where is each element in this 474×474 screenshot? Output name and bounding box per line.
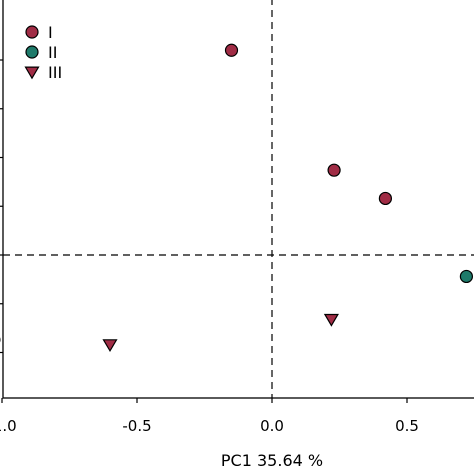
reference-lines [3, 0, 474, 398]
x-tick-label: -1.0 [0, 417, 17, 435]
legend-marker-series-1 [25, 25, 39, 39]
legend-label-series-1: I [48, 23, 53, 42]
x-axis-label: PC1 35.64 % [221, 451, 323, 470]
data-point-series-1 [378, 191, 392, 206]
x-tick-label: 0.5 [395, 417, 419, 435]
legend-label-series-2: II [48, 43, 57, 62]
data-point-series-3 [102, 339, 118, 353]
data-point-series-2 [459, 269, 473, 284]
x-tick-label: 0.0 [260, 417, 284, 435]
data-point-series-3 [323, 313, 339, 327]
data-point-series-1 [224, 43, 239, 57]
x-tick-label: -0.5 [122, 417, 151, 435]
legend-marker-series-3 [24, 66, 40, 80]
data-points [0, 43, 473, 353]
x-axis-ticks: -2.0-1.5-1.0-0.50.00.51.01.5 [0, 398, 419, 435]
legend-marker-series-2 [25, 45, 39, 59]
legend-label-series-3: III [48, 63, 62, 82]
data-point-series-1 [327, 163, 341, 177]
y-axis-ticks [0, 59, 3, 354]
plot-frame [2, 0, 474, 399]
